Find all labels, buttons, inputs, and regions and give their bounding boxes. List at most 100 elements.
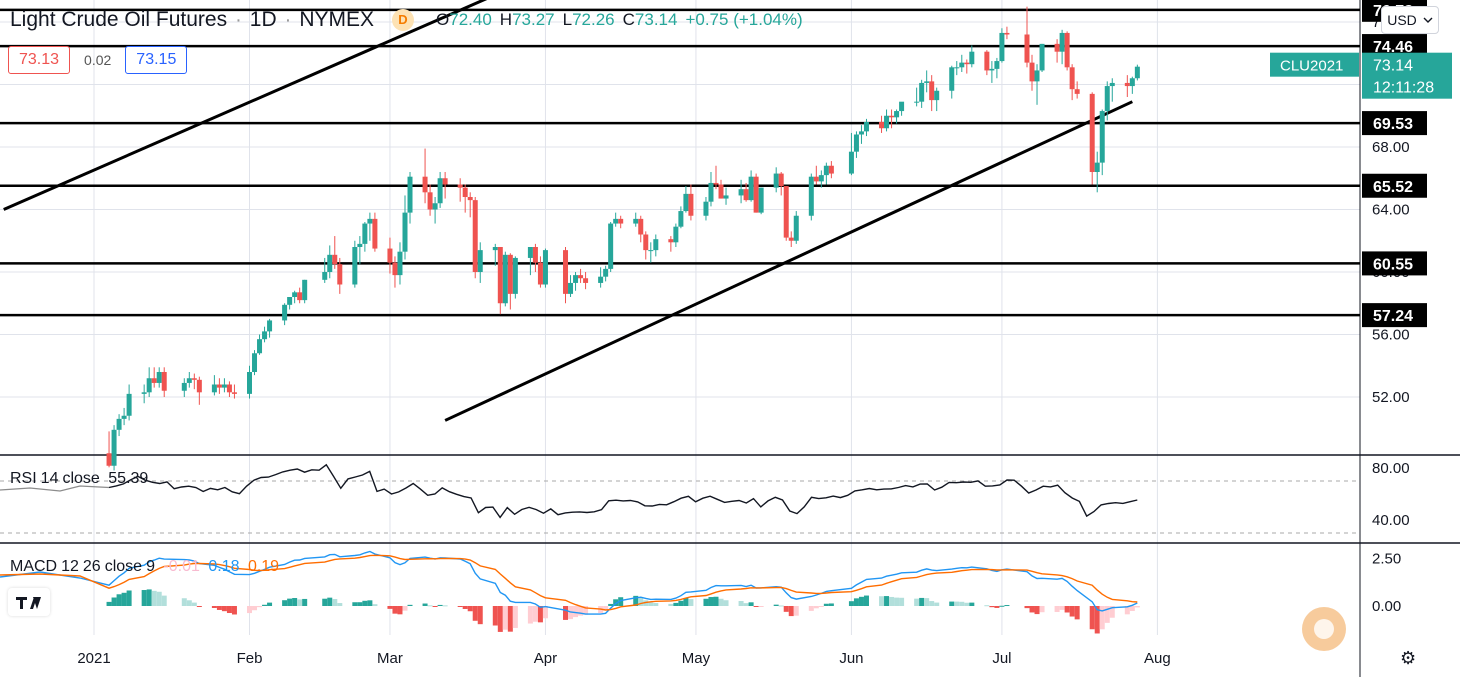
macd-histogram-bar (633, 595, 639, 606)
macd-histogram-bar (216, 606, 222, 610)
candle-body (608, 223, 614, 269)
candle-body (432, 203, 438, 210)
bid-ask-panel: 73.13 0.02 73.15 (8, 46, 188, 74)
macd-histogram-bar (673, 602, 679, 606)
macd-histogram-bar (1059, 606, 1065, 610)
candle-body (246, 372, 252, 394)
x-tick-label: Mar (377, 650, 403, 667)
macd-histogram-bar (477, 606, 483, 625)
macd-histogram-bar (191, 602, 197, 606)
macd-histogram-bar (156, 591, 162, 606)
chart-header: Light Crude Oil Futures · 1D · NYMEX D O… (10, 8, 803, 31)
macd-histogram-bar (959, 601, 965, 606)
macd-histogram-bar (1089, 606, 1095, 630)
candle-body (1089, 93, 1095, 172)
trendline (3, 0, 488, 211)
macd-histogram-bar (899, 597, 905, 606)
macd-histogram-bar (653, 603, 659, 606)
macd-histogram-value: -0.01 (163, 558, 200, 575)
delayed-data-icon[interactable]: D (392, 9, 414, 31)
series-tag (1270, 52, 1359, 77)
candle-body (472, 200, 478, 272)
candle-body (828, 165, 834, 174)
candle-body (467, 197, 473, 201)
candle-body (287, 297, 293, 305)
macd-histogram-bar (231, 606, 237, 615)
macd-fast: 12 (61, 558, 79, 575)
macd-histogram-bar (181, 598, 187, 606)
currency-select[interactable]: USD (1381, 6, 1439, 34)
candle-body (929, 81, 935, 101)
candle-body (407, 176, 413, 213)
rsi-tick-label: 80.00 (1372, 460, 1410, 477)
macd-signal-line (0, 554, 1138, 611)
candle-body (959, 62, 965, 68)
macd-histogram-bar (116, 594, 122, 606)
candle-body (422, 176, 428, 193)
candle-body (292, 292, 298, 297)
tradingview-logo-icon[interactable] (8, 588, 50, 616)
macd-histogram-bar (1039, 606, 1045, 613)
macd-histogram-bar (297, 599, 303, 606)
macd-histogram-bar (743, 603, 749, 606)
macd-histogram-bar (211, 606, 217, 608)
x-tick-label: 2021 (77, 650, 110, 667)
macd-histogram-bar (1004, 605, 1010, 607)
change-value: +0.75 (+1.04%) (685, 10, 803, 29)
candle-body (497, 247, 503, 304)
candle-body (758, 187, 764, 213)
macd-histogram-bar (262, 604, 268, 606)
candle-body (578, 275, 584, 279)
macd-histogram-bar (246, 606, 252, 614)
candle-body (994, 61, 1000, 69)
macd-histogram-bar (1129, 606, 1135, 611)
candle-body (914, 101, 920, 103)
macd-histogram-bar (186, 600, 192, 606)
candle-body (969, 51, 975, 65)
chevron-down-icon (1423, 17, 1433, 23)
candle-body (894, 111, 900, 118)
macd-histogram-bar (929, 601, 935, 606)
candle-body (1129, 78, 1135, 87)
macd-histogram-bar (542, 606, 548, 619)
interval-label[interactable]: 1D (249, 8, 277, 31)
macd-histogram-bar (151, 590, 157, 606)
candle-body (282, 304, 288, 321)
settings-icon[interactable]: ⚙ (1400, 648, 1417, 668)
candle-body (653, 239, 659, 251)
candle-body (257, 339, 263, 354)
macd-histogram-bar (327, 597, 333, 606)
candle-body (743, 189, 749, 201)
rsi-source: close (62, 470, 100, 487)
macd-histogram-bar (292, 598, 298, 606)
sell-price-button[interactable]: 73.13 (8, 46, 71, 74)
candle-body (1004, 32, 1010, 35)
macd-histogram-bar (1074, 606, 1080, 620)
price-tag-box (1362, 52, 1452, 99)
candle-body (853, 134, 859, 152)
candle-body (262, 331, 268, 340)
macd-histogram-bar (1054, 606, 1060, 612)
macd-tick-label: 2.50 (1372, 551, 1401, 568)
candle-body (648, 250, 654, 252)
buy-price-button[interactable]: 73.15 (125, 46, 188, 74)
macd-histogram-bar (818, 606, 824, 607)
macd-histogram-bar (813, 606, 819, 609)
candle-body (778, 173, 784, 187)
candle-body (332, 254, 338, 265)
macd-histogram-bar (703, 598, 709, 606)
candle-body (954, 67, 960, 69)
macd-histogram-bar (914, 598, 920, 606)
macd-histogram-bar (713, 596, 719, 606)
macd-histogram-bar (407, 604, 413, 606)
candle-body (392, 262, 398, 276)
candle-body (1134, 66, 1140, 79)
rsi-legend: RSI 14 close 55.39 (10, 470, 152, 488)
level-label-box (1362, 111, 1427, 136)
candle-body (537, 262, 543, 285)
rsi-length: 14 (40, 470, 59, 487)
open-value: 72.40 (449, 10, 492, 29)
macd-histogram-bar (432, 606, 438, 607)
macd-histogram-bar (989, 606, 995, 608)
candle-body (718, 184, 724, 199)
